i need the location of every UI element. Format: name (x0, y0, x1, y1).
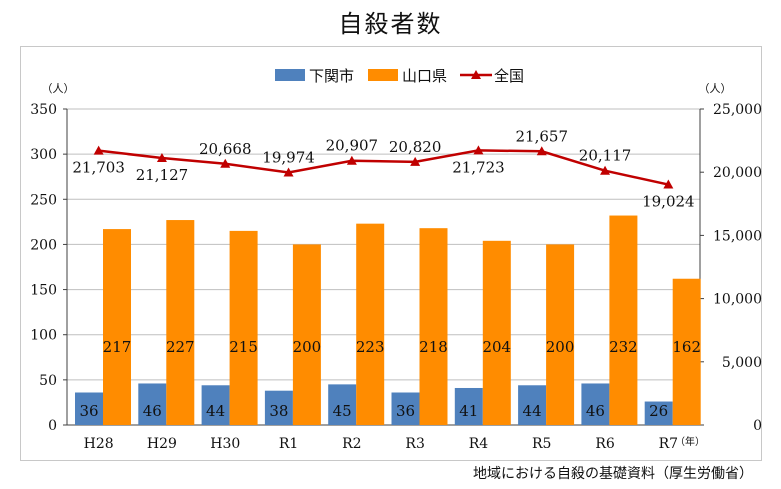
marker-zenkoku (473, 145, 484, 155)
legend-marker (471, 70, 481, 79)
chart-title: 自殺者数 (338, 10, 443, 38)
bar-label-shimonoseki: 44 (523, 402, 542, 420)
right-axis-tick-label: 20,000 (713, 165, 762, 181)
x-axis-tick-label: R7 (659, 436, 678, 452)
bar-shimonoseki (518, 385, 547, 425)
left-axis-tick-label: 0 (48, 418, 57, 434)
line-label-zenkoku: 21,723 (452, 158, 505, 176)
bar-yamaguchi (166, 220, 195, 425)
bar-label-yamaguchi: 215 (229, 338, 258, 356)
bar-yamaguchi (229, 230, 258, 425)
line-label-zenkoku: 19,974 (262, 149, 315, 167)
marker-zenkoku (663, 179, 674, 189)
marker-zenkoku (600, 165, 611, 175)
right-axis-tick-label: 15,000 (713, 228, 762, 244)
legend-swatch (368, 69, 398, 81)
right-axis-tick-label: 5,000 (722, 355, 762, 371)
legend-label: 下関市 (309, 67, 354, 85)
bar-yamaguchi (356, 223, 385, 425)
x-axis-tick-label: R4 (469, 436, 489, 452)
bar-label-yamaguchi: 162 (672, 338, 701, 356)
bar-shimonoseki (328, 384, 357, 425)
bar-shimonoseki (581, 383, 610, 425)
right-axis-tick-label: 10,000 (713, 292, 762, 308)
bar-yamaguchi (419, 228, 448, 425)
bar-yamaguchi (609, 215, 638, 425)
left-axis-tick-label: 250 (30, 192, 57, 208)
line-label-zenkoku: 20,117 (579, 147, 632, 165)
bar-yamaguchi (103, 229, 131, 425)
x-axis-tick-label: H29 (147, 436, 177, 452)
bar-label-shimonoseki: 41 (459, 402, 478, 420)
marker-zenkoku (410, 156, 421, 166)
left-axis-tick-label: 300 (30, 147, 57, 163)
chart-frame (20, 46, 762, 461)
bar-shimonoseki (201, 385, 230, 425)
bar-label-shimonoseki: 36 (396, 402, 415, 420)
bar-yamaguchi (292, 244, 321, 425)
right-axis-tick-label: 0 (753, 418, 762, 434)
line-label-zenkoku: 20,820 (389, 138, 442, 156)
left-axis-tick-label: 200 (30, 237, 57, 253)
line-label-zenkoku: 21,127 (136, 166, 189, 184)
left-axis-tick-label: 50 (39, 373, 57, 389)
x-axis-tick-label: R2 (342, 436, 361, 452)
bar-shimonoseki (454, 387, 483, 425)
bar-shimonoseki (391, 392, 420, 425)
bar-label-shimonoseki: 26 (649, 402, 668, 420)
legend-label: 全国 (494, 67, 524, 85)
source-note: 地域における自殺の基礎資料（厚生労働省） (473, 466, 753, 482)
bar-shimonoseki (75, 392, 103, 425)
line-label-zenkoku: 20,907 (326, 137, 379, 155)
legend-swatch (275, 69, 305, 81)
bar-label-shimonoseki: 44 (206, 402, 225, 420)
bar-shimonoseki (264, 390, 293, 425)
marker-zenkoku (220, 158, 231, 168)
bar-label-yamaguchi: 218 (419, 338, 448, 356)
bar-label-yamaguchi: 232 (609, 338, 638, 356)
bar-label-shimonoseki: 38 (269, 402, 288, 420)
bar-shimonoseki (644, 401, 673, 425)
bar-label-yamaguchi: 227 (166, 338, 195, 356)
left-axis-tick-label: 150 (30, 283, 57, 299)
line-label-zenkoku: 21,657 (516, 127, 569, 145)
left-axis-tick-label: 100 (30, 328, 57, 344)
right-axis-tick-label: 25,000 (713, 102, 762, 118)
x-axis-tick-label: R3 (405, 436, 424, 452)
x-axis-unit: （年） (675, 435, 705, 448)
line-label-zenkoku: 19,024 (642, 193, 695, 211)
bar-label-yamaguchi: 223 (356, 338, 385, 356)
bar-yamaguchi (482, 240, 511, 425)
marker-zenkoku (156, 152, 167, 162)
bar-label-yamaguchi: 200 (546, 338, 575, 356)
bar-label-yamaguchi: 217 (103, 338, 132, 356)
line-label-zenkoku: 21,703 (72, 159, 125, 177)
left-axis-tick-label: 350 (30, 102, 57, 118)
marker-zenkoku (346, 155, 357, 165)
bar-shimonoseki (138, 383, 167, 425)
line-zenkoku (98, 149, 669, 186)
bar-label-shimonoseki: 36 (79, 402, 98, 420)
bar-yamaguchi (546, 244, 575, 425)
left-axis-unit: （人） (42, 82, 75, 95)
x-axis-tick-label: H30 (210, 436, 240, 452)
bar-label-shimonoseki: 46 (586, 402, 605, 420)
x-axis-tick-label: R6 (595, 436, 615, 452)
line-label-zenkoku: 20,668 (199, 140, 252, 158)
bar-label-yamaguchi: 204 (482, 338, 511, 356)
x-axis-tick-label: H28 (84, 436, 114, 452)
bar-label-yamaguchi: 200 (293, 338, 322, 356)
marker-zenkoku (93, 145, 104, 155)
x-axis-tick-label: R5 (532, 436, 551, 452)
bar-label-shimonoseki: 45 (333, 402, 352, 420)
marker-zenkoku (536, 146, 547, 156)
marker-zenkoku (283, 167, 294, 177)
right-axis-unit: （人） (699, 82, 732, 95)
bar-label-shimonoseki: 46 (143, 402, 162, 420)
bar-yamaguchi (672, 278, 701, 425)
x-axis-tick-label: R1 (279, 436, 298, 452)
legend-label: 山口県 (402, 67, 447, 85)
